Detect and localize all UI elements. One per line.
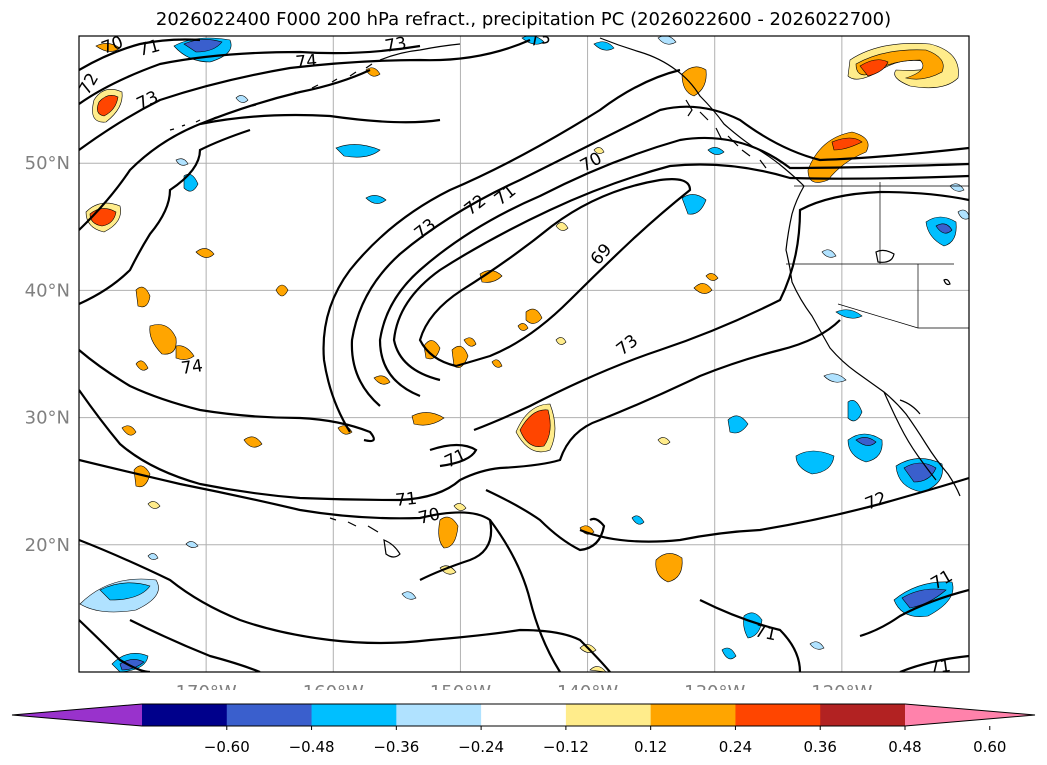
baja-california [883, 391, 937, 481]
contour-line [79, 619, 151, 672]
colorbar-segments [11, 703, 1036, 727]
colorbar-tick-label: 0.36 [804, 738, 837, 756]
contour-label: 71 [394, 489, 418, 511]
colorbar-tick-label: −0.60 [204, 738, 250, 756]
contour-line [899, 654, 969, 672]
contour-line [79, 349, 375, 443]
contour-line [199, 69, 371, 126]
us-west-coast [785, 185, 961, 497]
us-state-borders [786, 182, 969, 329]
map-panel: 70 71 73 74 73 72 71 70 69 73 74 73 71 7… [25, 27, 970, 690]
refractivity-contours [79, 38, 969, 672]
contour-line [485, 489, 606, 552]
colorbar-tick-label: 0.24 [719, 738, 752, 756]
longitude-tick-label: 150°W [430, 682, 491, 690]
longitude-tick-label: 170°W [176, 682, 237, 690]
latitude-tick-label: 40°N [25, 280, 70, 301]
colorbar-tick-label: −0.36 [373, 738, 419, 756]
colorbar-tick-label: 0.12 [634, 738, 667, 756]
contour-line [79, 538, 611, 672]
contour-line [378, 136, 969, 398]
contour-label: 74 [180, 356, 204, 379]
contour-line [79, 44, 421, 105]
colorbar-tick-label: 0.60 [973, 738, 1006, 756]
contour-label: 74 [295, 51, 318, 73]
contour-line [392, 163, 969, 382]
colorbar-segment [142, 704, 228, 726]
negative-precip-areas [79, 36, 969, 672]
contour-line [79, 113, 441, 231]
contour-label: 73 [383, 33, 408, 56]
colorbar-extend-high [905, 704, 1035, 726]
longitude-tick-labels: 170°W 160°W 150°W 140°W 130°W 120°W [176, 682, 873, 690]
contour-line [489, 519, 561, 672]
colorbar-extend-low [12, 704, 142, 726]
colorbar-segment [396, 704, 482, 726]
contour-line [79, 319, 841, 502]
latitude-tick-label: 30°N [25, 408, 70, 429]
contour-line [79, 128, 251, 306]
contour-line [79, 458, 493, 581]
colorbar-tick-label: 0.48 [888, 738, 921, 756]
contour-line [418, 178, 692, 368]
gridlines [79, 36, 969, 672]
colorbar-segment [311, 704, 397, 726]
map-background [79, 36, 969, 672]
contour-label: 70 [99, 33, 126, 59]
colorbar-segment [226, 704, 313, 726]
hawaii-islands [329, 517, 401, 558]
contour-label: 71 [753, 621, 778, 645]
contour-line [699, 599, 802, 672]
contour-label: 73 [527, 27, 552, 50]
longitude-tick-label: 120°W [811, 682, 872, 690]
longitude-tick-label: 130°W [684, 682, 745, 690]
contour-line [579, 476, 969, 543]
longitude-tick-label: 160°W [303, 682, 364, 690]
contour-line [859, 588, 969, 638]
colorbar-tick-label: −0.12 [543, 738, 589, 756]
contour-line [79, 38, 201, 71]
colorbar-segment [650, 704, 736, 726]
colorbar-tick-label: −0.48 [289, 738, 335, 756]
colorbar-segment [565, 704, 652, 726]
precipitation-shading [79, 36, 969, 672]
contour-line [429, 443, 478, 468]
latitude-tick-labels: 20°N 30°N 40°N 50°N [25, 153, 70, 556]
colorbar-tick-labels: −0.60 −0.48 −0.36 −0.24 −0.12 0.12 0.24 0.36 0.4… [204, 726, 1006, 756]
contour-label: 71 [928, 656, 952, 679]
colorbar-segment [481, 704, 567, 726]
map-frame [78, 35, 970, 673]
contour-line [322, 68, 681, 433]
contour-line [350, 105, 969, 407]
latitude-tick-label: 50°N [25, 153, 70, 174]
colorbar-segment [820, 704, 906, 726]
contour-line [473, 190, 969, 432]
small-lakes [875, 249, 951, 286]
colorbar-tick-label: −0.24 [458, 738, 504, 756]
colorbar-segment [735, 704, 821, 726]
contour-line [129, 619, 261, 672]
longitude-tick-label: 140°W [557, 682, 618, 690]
map-title: 2026022400 F000 200 hPa refract., precip… [155, 9, 892, 30]
colorbar-outline [11, 703, 1036, 727]
contour-line [79, 38, 531, 151]
latitude-tick-label: 20°N [25, 535, 70, 556]
